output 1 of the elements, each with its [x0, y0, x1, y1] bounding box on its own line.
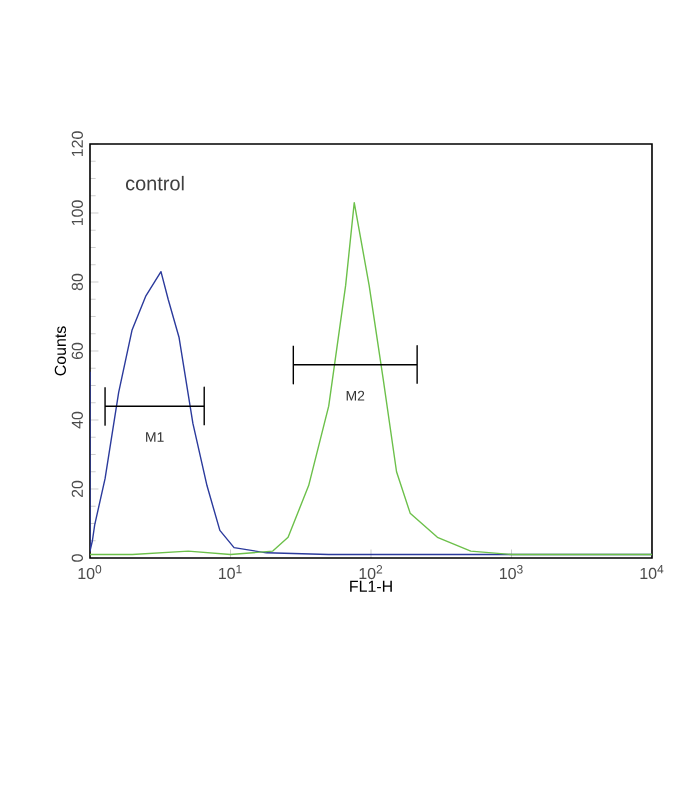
annotation: control: [125, 175, 184, 191]
